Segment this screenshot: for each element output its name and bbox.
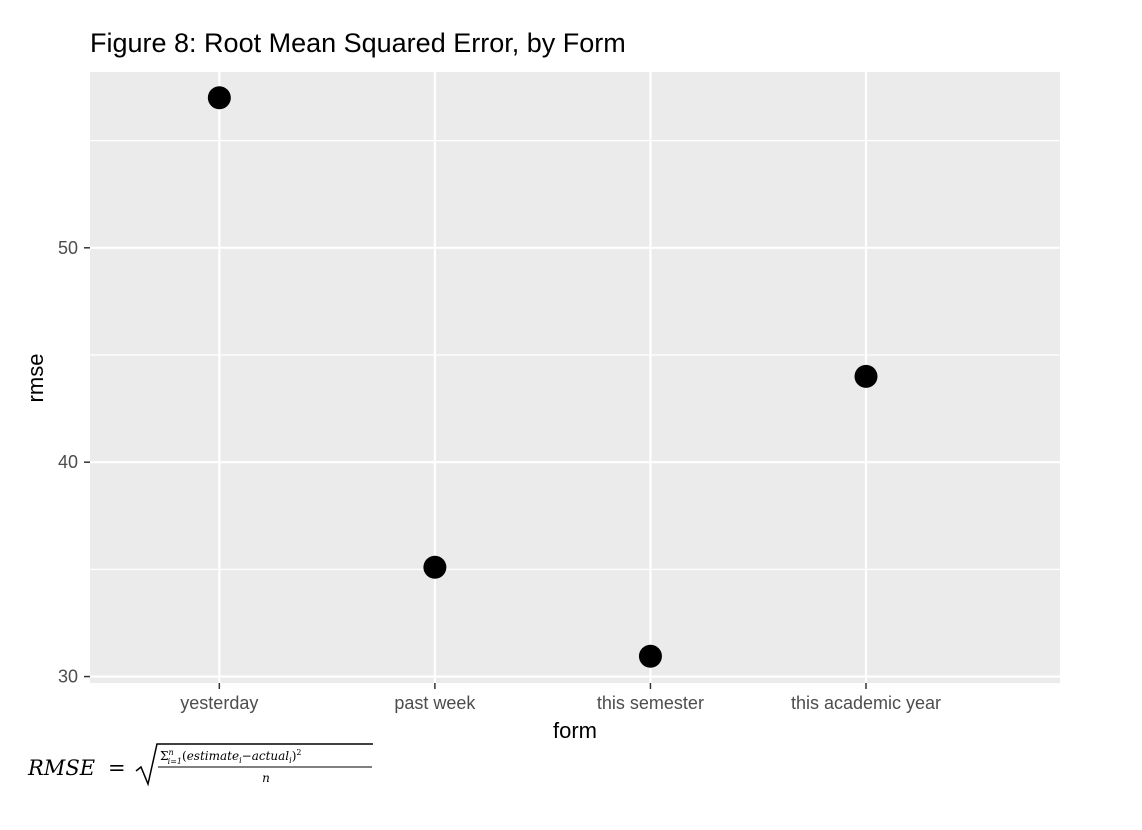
x-tick-label: this semester xyxy=(597,693,704,713)
y-tick-label: 40 xyxy=(58,452,78,472)
estimate-index: i xyxy=(239,756,242,765)
formula-equals: = xyxy=(108,756,126,780)
data-point xyxy=(638,644,662,668)
rmse-formula: RMSE = Σn i=1(estimatei−actuali)2 n xyxy=(27,743,373,787)
x-tick-label: past week xyxy=(394,693,476,713)
formula-denominator: n xyxy=(262,771,270,785)
actual-term: actual xyxy=(252,749,290,763)
data-point xyxy=(207,86,231,110)
y-tick-label: 50 xyxy=(58,238,78,258)
sum-sup: n xyxy=(168,748,173,757)
formula-numerator: Σn i=1(estimatei−actuali)2 xyxy=(160,748,301,766)
x-axis-title: form xyxy=(553,718,597,743)
sqrt-sign xyxy=(135,743,373,787)
actual-index: i xyxy=(289,756,292,765)
y-tick-label: 30 xyxy=(58,667,78,687)
data-point xyxy=(423,555,447,579)
chart-title: Figure 8: Root Mean Squared Error, by Fo… xyxy=(90,28,626,58)
y-axis: 30 40 50 xyxy=(58,238,90,687)
x-axis: yesterday past week this semester this acad… xyxy=(180,683,941,713)
plot-panel xyxy=(90,72,1060,683)
minus-sign: − xyxy=(242,749,252,763)
close-paren: ) xyxy=(292,749,297,763)
major-gridlines xyxy=(90,72,1060,683)
power: 2 xyxy=(296,748,301,757)
y-axis-title: rmse xyxy=(23,354,48,403)
sum-sign: Σ xyxy=(160,749,168,763)
open-paren: ( xyxy=(182,749,187,763)
x-tick-label: this academic year xyxy=(791,693,941,713)
x-tick-label: yesterday xyxy=(180,693,258,713)
minor-gridlines xyxy=(90,140,1060,570)
data-points xyxy=(207,86,878,668)
sum-sub: i=1 xyxy=(168,757,182,766)
formula-lhs: RMSE xyxy=(27,756,95,780)
estimate-term: estimate xyxy=(187,749,239,763)
data-point xyxy=(854,364,878,388)
